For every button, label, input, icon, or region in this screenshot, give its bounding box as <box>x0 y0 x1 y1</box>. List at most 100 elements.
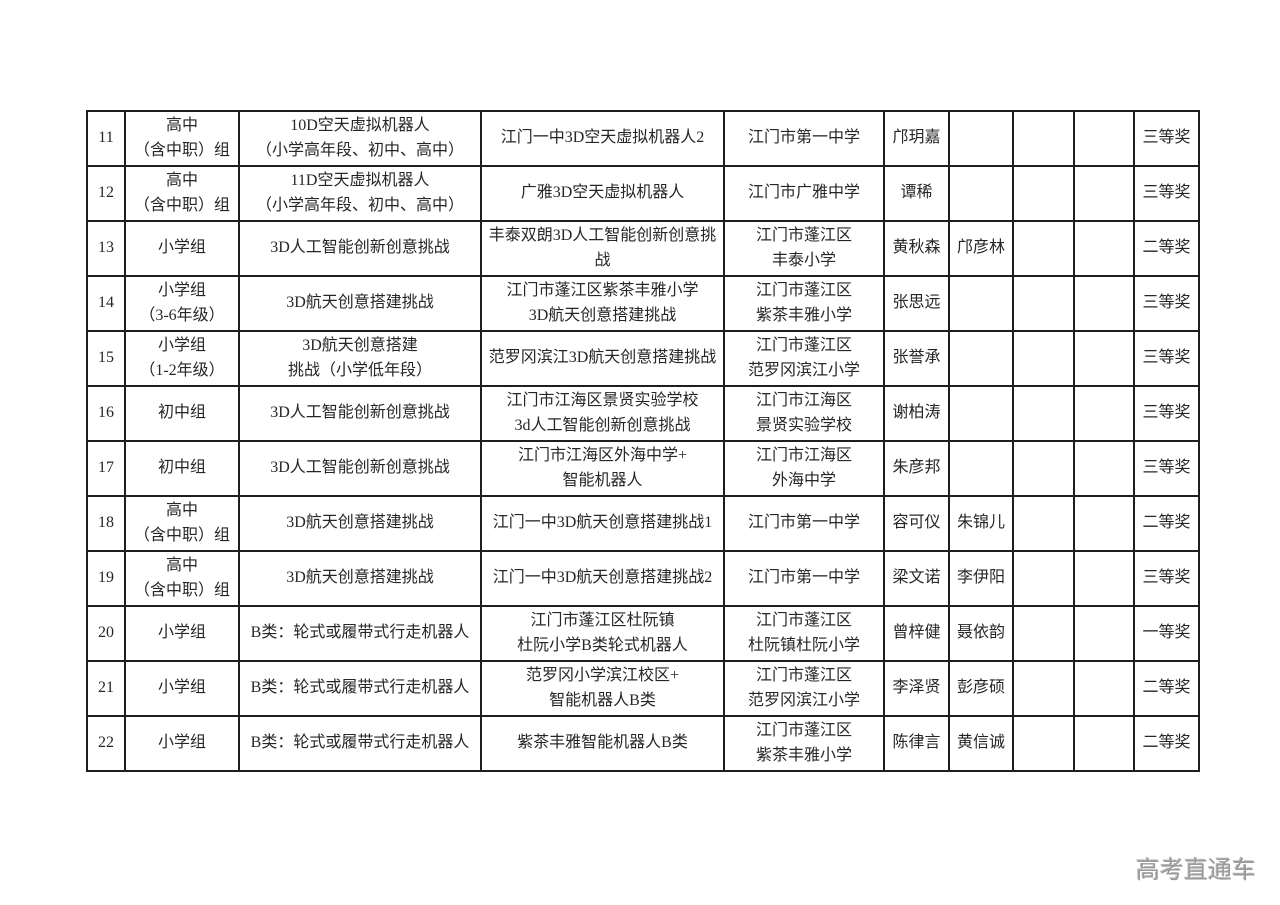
cell-work: 江门市江海区景贤实验学校 3d人工智能创新创意挑战 <box>480 385 725 442</box>
cell-group: 小学组 <box>124 605 240 662</box>
cell-member2: 邝彦林 <box>948 220 1014 277</box>
cell-member2: 黄信诚 <box>948 715 1014 772</box>
cell-member1: 陈律言 <box>883 715 950 772</box>
cell-work: 江门市蓬江区杜阮镇 杜阮小学B类轮式机器人 <box>480 605 725 662</box>
cell-extra1 <box>1012 605 1075 662</box>
table-row: 18 高中 （含中职）组 3D航天创意搭建挑战 江门一中3D航天创意搭建挑战1 江门市第… <box>86 495 1200 552</box>
cell-member2 <box>948 110 1014 167</box>
table-row: 15 小学组 （1-2年级） 3D航天创意搭建 挑战（小学低年段） 范罗冈滨江3D航天… <box>86 330 1200 387</box>
cell-award: 三等奖 <box>1133 550 1200 607</box>
cell-school: 江门市蓬江区 紫茶丰雅小学 <box>723 715 885 772</box>
cell-no: 20 <box>86 605 126 662</box>
cell-extra1 <box>1012 660 1075 717</box>
cell-member1: 张誉承 <box>883 330 950 387</box>
cell-no: 19 <box>86 550 126 607</box>
cell-work: 广雅3D空天虚拟机器人 <box>480 165 725 222</box>
cell-school: 江门市蓬江区 范罗冈滨江小学 <box>723 330 885 387</box>
cell-work: 江门一中3D航天创意搭建挑战2 <box>480 550 725 607</box>
cell-group: 小学组 （1-2年级） <box>124 330 240 387</box>
cell-extra2 <box>1073 550 1135 607</box>
cell-group: 初中组 <box>124 385 240 442</box>
cell-member1: 邝玥嘉 <box>883 110 950 167</box>
cell-category: 10D空天虚拟机器人 （小学高年段、初中、高中） <box>238 110 482 167</box>
cell-work: 丰泰双朗3D人工智能创新创意挑战 <box>480 220 725 277</box>
cell-work: 紫茶丰雅智能机器人B类 <box>480 715 725 772</box>
cell-group: 高中 （含中职）组 <box>124 110 240 167</box>
cell-no: 15 <box>86 330 126 387</box>
cell-school: 江门市蓬江区 丰泰小学 <box>723 220 885 277</box>
table-row: 11 高中 （含中职）组 10D空天虚拟机器人 （小学高年段、初中、高中） 江门一中3… <box>86 110 1200 167</box>
table-row: 19 高中 （含中职）组 3D航天创意搭建挑战 江门一中3D航天创意搭建挑战2 江门市第… <box>86 550 1200 607</box>
cell-award: 三等奖 <box>1133 385 1200 442</box>
cell-member1: 容可仪 <box>883 495 950 552</box>
cell-no: 11 <box>86 110 126 167</box>
cell-member2: 聂依韵 <box>948 605 1014 662</box>
cell-award: 一等奖 <box>1133 605 1200 662</box>
cell-award: 二等奖 <box>1133 220 1200 277</box>
table-row: 12 高中 （含中职）组 11D空天虚拟机器人 （小学高年段、初中、高中） 广雅3D空… <box>86 165 1200 222</box>
table-row: 14 小学组 （3-6年级） 3D航天创意搭建挑战 江门市蓬江区紫茶丰雅小学 3D航天… <box>86 275 1200 332</box>
cell-extra2 <box>1073 220 1135 277</box>
cell-extra2 <box>1073 385 1135 442</box>
cell-award: 三等奖 <box>1133 275 1200 332</box>
cell-category: 3D人工智能创新创意挑战 <box>238 220 482 277</box>
cell-category: 3D航天创意搭建挑战 <box>238 275 482 332</box>
cell-member1: 谢柏涛 <box>883 385 950 442</box>
cell-extra1 <box>1012 440 1075 497</box>
cell-member1: 黄秋森 <box>883 220 950 277</box>
cell-group: 高中 （含中职）组 <box>124 550 240 607</box>
cell-no: 21 <box>86 660 126 717</box>
cell-group: 高中 （含中职）组 <box>124 495 240 552</box>
cell-work: 江门一中3D航天创意搭建挑战1 <box>480 495 725 552</box>
awards-table: 11 高中 （含中职）组 10D空天虚拟机器人 （小学高年段、初中、高中） 江门一中3… <box>86 110 1200 772</box>
cell-member1: 曾梓健 <box>883 605 950 662</box>
cell-member2: 李伊阳 <box>948 550 1014 607</box>
cell-no: 18 <box>86 495 126 552</box>
cell-member1: 梁文诺 <box>883 550 950 607</box>
cell-extra1 <box>1012 110 1075 167</box>
cell-award: 三等奖 <box>1133 330 1200 387</box>
cell-category: 11D空天虚拟机器人 （小学高年段、初中、高中） <box>238 165 482 222</box>
cell-category: 3D人工智能创新创意挑战 <box>238 440 482 497</box>
cell-extra1 <box>1012 220 1075 277</box>
cell-school: 江门市蓬江区 范罗冈滨江小学 <box>723 660 885 717</box>
cell-school: 江门市蓬江区 杜阮镇杜阮小学 <box>723 605 885 662</box>
cell-category: 3D航天创意搭建 挑战（小学低年段） <box>238 330 482 387</box>
cell-extra2 <box>1073 110 1135 167</box>
cell-school: 江门市第一中学 <box>723 110 885 167</box>
cell-extra2 <box>1073 495 1135 552</box>
cell-school: 江门市第一中学 <box>723 495 885 552</box>
cell-award: 三等奖 <box>1133 110 1200 167</box>
cell-group: 小学组 <box>124 715 240 772</box>
cell-member2: 朱锦儿 <box>948 495 1014 552</box>
cell-work: 范罗冈小学滨江校区+ 智能机器人B类 <box>480 660 725 717</box>
awards-table-body: 11 高中 （含中职）组 10D空天虚拟机器人 （小学高年段、初中、高中） 江门一中3… <box>86 110 1200 772</box>
cell-extra1 <box>1012 385 1075 442</box>
cell-extra2 <box>1073 660 1135 717</box>
cell-extra2 <box>1073 275 1135 332</box>
table-row: 22 小学组 B类：轮式或履带式行走机器人 紫茶丰雅智能机器人B类 江门市蓬江区 紫茶丰… <box>86 715 1200 772</box>
cell-no: 17 <box>86 440 126 497</box>
cell-award: 二等奖 <box>1133 715 1200 772</box>
cell-award: 三等奖 <box>1133 440 1200 497</box>
cell-extra2 <box>1073 165 1135 222</box>
cell-category: B类：轮式或履带式行走机器人 <box>238 605 482 662</box>
cell-member2: 彭彦硕 <box>948 660 1014 717</box>
cell-member1: 谭稀 <box>883 165 950 222</box>
cell-extra1 <box>1012 495 1075 552</box>
cell-school: 江门市江海区 景贤实验学校 <box>723 385 885 442</box>
table-row: 17 初中组 3D人工智能创新创意挑战 江门市江海区外海中学+ 智能机器人 江门市江海区… <box>86 440 1200 497</box>
cell-award: 三等奖 <box>1133 165 1200 222</box>
cell-award: 二等奖 <box>1133 495 1200 552</box>
cell-extra1 <box>1012 165 1075 222</box>
cell-work: 江门市江海区外海中学+ 智能机器人 <box>480 440 725 497</box>
cell-school: 江门市江海区 外海中学 <box>723 440 885 497</box>
cell-member1: 李泽贤 <box>883 660 950 717</box>
cell-extra1 <box>1012 715 1075 772</box>
table-row: 20 小学组 B类：轮式或履带式行走机器人 江门市蓬江区杜阮镇 杜阮小学B类轮式机器人… <box>86 605 1200 662</box>
watermark: 高考直通车 <box>1136 857 1256 884</box>
cell-member2 <box>948 385 1014 442</box>
cell-category: B类：轮式或履带式行走机器人 <box>238 660 482 717</box>
cell-category: 3D航天创意搭建挑战 <box>238 550 482 607</box>
cell-extra2 <box>1073 330 1135 387</box>
